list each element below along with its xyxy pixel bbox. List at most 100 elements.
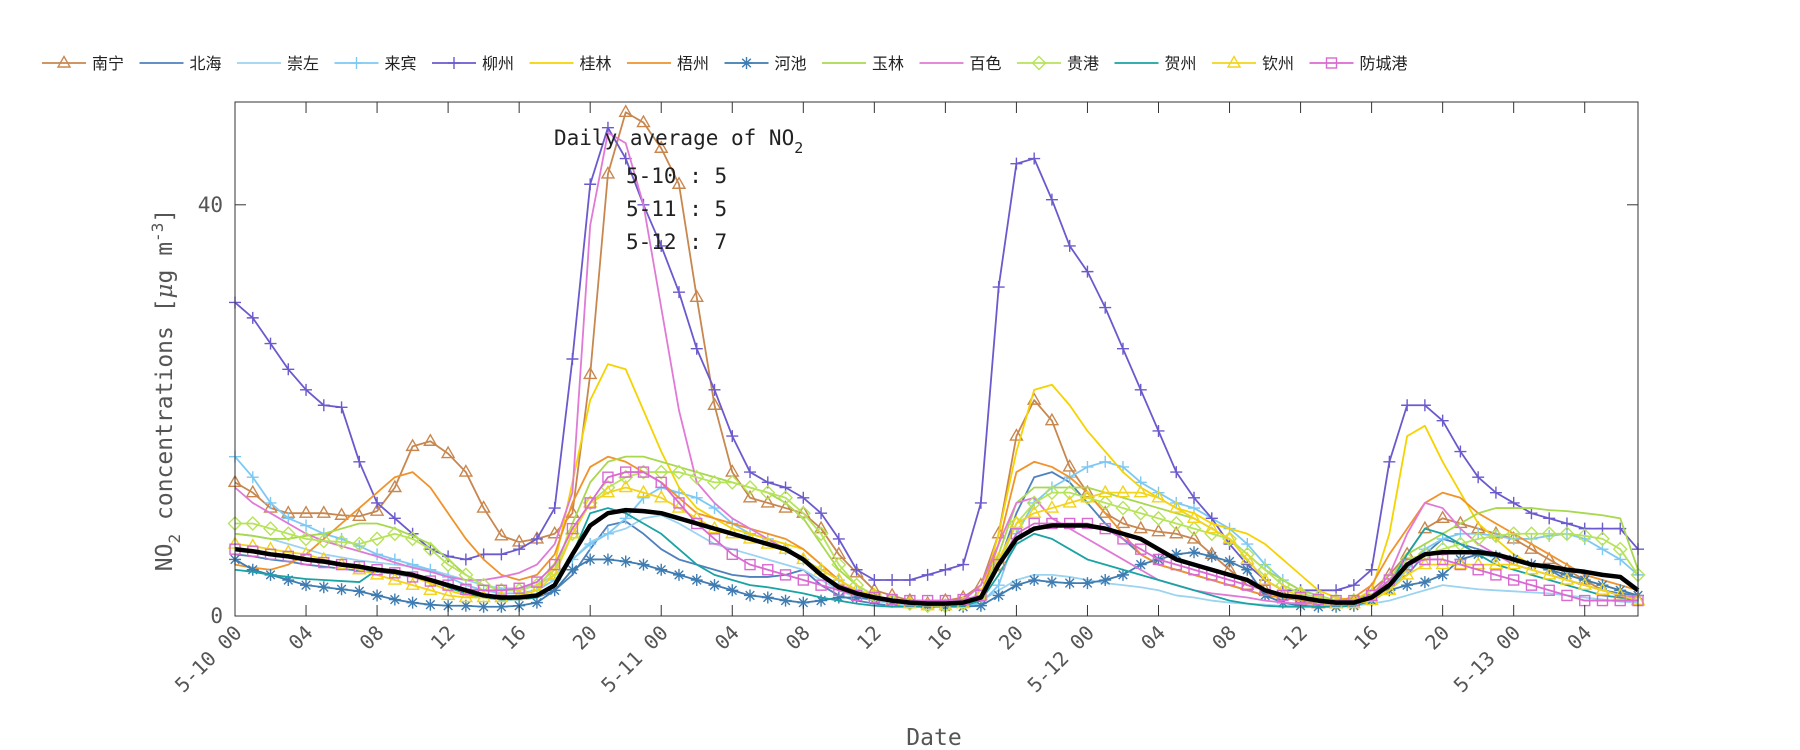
data-point: [1524, 561, 1539, 575]
data-point: [762, 564, 774, 576]
data-point: [387, 572, 403, 585]
data-point: [1081, 265, 1094, 278]
data-point: [1188, 491, 1201, 504]
data-point: [672, 286, 685, 299]
data-point: [637, 491, 650, 504]
data-point: [263, 521, 279, 537]
data-point: [351, 536, 367, 552]
data-point: [602, 471, 614, 483]
data-point: [1115, 484, 1131, 498]
data-point: [1081, 460, 1094, 473]
data-point: [245, 515, 261, 531]
data-point: [744, 558, 756, 571]
data-point: [815, 594, 828, 607]
data-point: [744, 589, 757, 602]
data-point: [459, 553, 472, 566]
x-tick-label: 08: [1207, 621, 1241, 655]
data-point: [1028, 574, 1041, 587]
data-point: [405, 531, 421, 547]
data-point: [1099, 455, 1112, 468]
data-point: [584, 553, 597, 566]
data-point: [1543, 584, 1555, 596]
y-axis-label-rest: concentrations [: [152, 298, 178, 533]
data-point: [1613, 587, 1628, 601]
data-point: [335, 583, 348, 596]
data-point: [797, 596, 810, 609]
data-point: [601, 553, 614, 566]
x-tick-label: 5-12 00: [1022, 621, 1099, 698]
data-point: [974, 496, 987, 509]
data-point: [369, 531, 385, 547]
data-point: [547, 525, 562, 539]
data-point: [850, 591, 863, 604]
data-point: [619, 555, 632, 568]
data-point: [655, 239, 668, 252]
data-point: [387, 479, 403, 493]
data-point: [654, 489, 669, 503]
data-point: [974, 599, 987, 612]
data-point: [352, 508, 367, 521]
data-point: [422, 541, 438, 557]
data-point: [1595, 582, 1610, 595]
data-point: [1436, 414, 1449, 427]
data-point: [1152, 553, 1165, 566]
data-point: [1186, 521, 1202, 537]
data-point: [1401, 579, 1414, 592]
x-tick-label: 20: [994, 621, 1028, 655]
data-point: [353, 455, 366, 468]
data-point: [1523, 526, 1539, 542]
data-point: [584, 538, 597, 551]
data-point: [1614, 594, 1626, 607]
data-point: [1524, 541, 1539, 554]
x-tick-label: 08: [781, 621, 815, 655]
data-point: [1454, 445, 1467, 458]
legend-label: 贵港: [1067, 54, 1099, 73]
data-point: [778, 490, 794, 506]
data-point: [1026, 495, 1042, 511]
data-point: [298, 531, 314, 547]
data-point: [1472, 564, 1484, 576]
data-point: [1541, 526, 1557, 542]
legend-item: 玉林: [822, 54, 904, 73]
data-point: [1559, 526, 1575, 542]
data-point: [744, 466, 757, 479]
data-point: [671, 464, 687, 480]
daily-average-annotation: Daily average of NO2 5-10 : 5 5-11 : 5 5…: [554, 126, 803, 254]
x-tick-label: 04: [284, 621, 318, 655]
y-tick-label: 40: [198, 193, 223, 217]
data-point: [458, 589, 474, 603]
data-point: [1115, 515, 1131, 529]
chart-legend: 南宁 北海 崇左 来宾 柳州 桂林 梧州 河池 玉林 百色 贵港 贺州 钦州 防城港: [42, 54, 1408, 73]
data-point: [815, 507, 828, 520]
data-point: [1062, 459, 1077, 472]
data-point: [459, 599, 472, 612]
data-point: [992, 558, 1005, 571]
data-point: [1470, 531, 1486, 547]
data-point: [1062, 485, 1078, 501]
legend-label: 钦州: [1262, 54, 1294, 73]
legend-label: 南宁: [92, 54, 124, 73]
data-point: [1507, 574, 1520, 586]
y-axis-label: NO2 concentrations [μg m-3]: [148, 209, 184, 571]
data-point: [1168, 515, 1184, 531]
data-point: [1169, 525, 1184, 539]
data-point: [1525, 579, 1538, 591]
data-point: [565, 525, 580, 539]
data-point: [689, 469, 705, 485]
data-point: [831, 572, 847, 585]
data-point: [726, 430, 739, 443]
data-point: [582, 495, 598, 508]
x-tick-label: 5-11 00: [596, 621, 673, 698]
data-point: [1399, 566, 1415, 580]
data-point: [957, 558, 970, 571]
data-point: [1435, 556, 1450, 570]
data-point: [886, 574, 899, 587]
data-point: [1240, 551, 1255, 565]
data-point: [1418, 399, 1431, 412]
data-point: [779, 594, 792, 607]
data-point: [371, 589, 384, 602]
data-point: [440, 445, 456, 459]
x-tick-label: 12: [426, 621, 460, 655]
legend-marker: [1226, 55, 1242, 68]
